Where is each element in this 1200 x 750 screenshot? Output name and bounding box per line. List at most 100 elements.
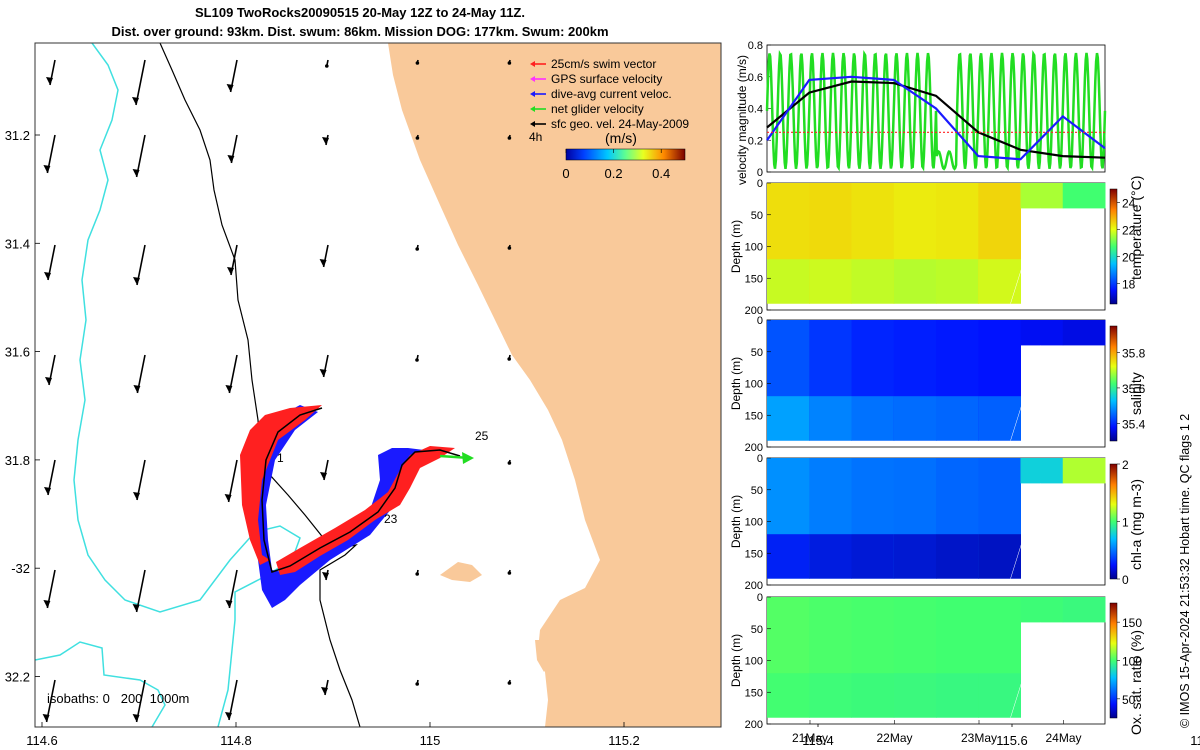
time-tick-label: 24May <box>1045 731 1081 745</box>
section-cell-deep <box>936 534 979 579</box>
current-arrow-head <box>227 155 235 163</box>
lat-tick-label: 31.4 <box>5 236 30 251</box>
section-cell-deep <box>893 534 937 579</box>
time-tick-label: 23May <box>961 731 997 745</box>
velocity-ytick-label: 0.6 <box>748 72 763 84</box>
isobath-1000m-b <box>35 641 166 727</box>
interval-label: 4h <box>529 130 542 144</box>
depth-tick-label: 0 <box>757 592 763 604</box>
colorbar-tick-label: 35.8 <box>1122 347 1146 361</box>
net-glider-velocity-head <box>462 452 474 464</box>
depth-tick-label: 150 <box>745 548 763 560</box>
current-arrow-head <box>133 385 141 393</box>
section-edge <box>1010 208 1041 304</box>
current-arrow-head <box>321 687 328 695</box>
track-label-23: 23 <box>384 512 398 526</box>
current-arrow-head <box>322 572 329 580</box>
map-frame <box>34 42 722 728</box>
section-cell-deep <box>893 259 937 304</box>
legend-swatch-head <box>530 61 535 67</box>
colorbar-tick-label: 35.6 <box>1122 382 1146 396</box>
current-arrow-head <box>133 492 140 500</box>
depth-tick-label: 50 <box>751 485 763 497</box>
current-arrow-head <box>132 604 140 612</box>
section-cell-deep <box>809 673 852 718</box>
depth-tick-label: 50 <box>751 210 763 222</box>
depth-tick-label: 100 <box>745 379 763 391</box>
colorbar-tick-label: 50 <box>1122 693 1136 707</box>
colorbar-tick-label: 0 <box>1122 573 1129 587</box>
current-arrow-head <box>415 247 420 251</box>
isobath-label: isobaths: 0 200 1000m <box>47 691 189 706</box>
legend-label: GPS surface velocity <box>551 72 662 86</box>
lon-tick-label: 115.2 <box>608 733 640 748</box>
depth-axis-label: Depth (m) <box>729 495 743 548</box>
velocity-ylabel: velocity magnitude (m/s) <box>735 54 749 185</box>
section-cell <box>1062 458 1106 484</box>
depth-tick-label: 200 <box>745 305 763 317</box>
current-arrow-head <box>507 461 512 465</box>
depth-tick-label: 100 <box>745 242 763 254</box>
section-cell-deep <box>978 534 1021 579</box>
legend-swatch-head <box>530 91 535 97</box>
section-cell <box>1020 458 1064 484</box>
island-land <box>440 562 482 582</box>
current-arrow-head <box>319 259 327 267</box>
legend-label: net glider velocity <box>551 102 644 116</box>
current-arrow-head <box>43 165 51 173</box>
section-cell-deep <box>978 396 1021 441</box>
colorbar-tick-label: 150 <box>1122 616 1142 630</box>
lat-tick-label: 32.2 <box>5 670 30 685</box>
time-axis: 21May 22May 23May 24May <box>792 720 1082 745</box>
current-arrow-head <box>43 600 51 608</box>
colorbar-tick-label: 35.4 <box>1122 417 1146 431</box>
section-cell <box>1020 597 1064 623</box>
section-cell-deep <box>851 534 895 579</box>
current-arrow-head <box>415 136 420 140</box>
current-arrow-head <box>322 137 329 145</box>
current-arrow-head <box>415 572 420 576</box>
current-arrow-head <box>225 385 233 393</box>
current-arrow-head <box>415 358 419 362</box>
section-cell-deep <box>767 396 810 441</box>
current-arrow-head <box>507 61 512 65</box>
current-arrow-head <box>44 272 51 280</box>
title-line-1: SL109 TwoRocks20090515 20-May 12Z to 24-… <box>195 5 525 20</box>
depth-tick-label: 50 <box>751 347 763 359</box>
glider-track-line <box>261 407 461 573</box>
section-cell-deep <box>978 259 1021 304</box>
current-arrow-head <box>46 77 53 85</box>
section-cell-deep <box>809 396 852 441</box>
lon-tick-label: 114.8 <box>220 733 252 748</box>
velocity-series-line <box>766 75 1106 161</box>
temperature-colorbar-label: temperature (°C) <box>1128 175 1144 280</box>
velocity-ytick-label: 0 <box>757 167 763 179</box>
section-cell-deep <box>936 396 979 441</box>
title-line-2: Dist. over ground: 93km. Dist. swum: 86k… <box>111 24 609 39</box>
legend-swatch-head <box>530 106 535 112</box>
section-cell-deep <box>893 673 937 718</box>
colorbar-title: (m/s) <box>605 130 637 146</box>
velocity-ytick-label: 0.4 <box>748 104 763 116</box>
current-arrow-head <box>225 712 232 720</box>
current-arrow-head <box>225 600 233 608</box>
current-arrow-head <box>507 571 512 575</box>
swim-vector-band <box>240 405 455 575</box>
section-cell-deep <box>978 673 1021 718</box>
legend-label: sfc geo. vel. 24-May-2009 <box>551 117 689 131</box>
velocity-magnitude-plot: 0 0.2 0.4 0.6 0.8 <box>748 40 1107 179</box>
current-arrow-head <box>132 169 140 177</box>
lat-tick-label: 31.2 <box>5 128 30 143</box>
colorbar-tick-label: 24 <box>1122 197 1136 211</box>
section-edge <box>1010 483 1041 579</box>
depth-tick-label: 200 <box>745 442 763 454</box>
current-arrow-head <box>507 681 512 685</box>
section-cell-deep <box>809 534 852 579</box>
credit-text: © IMOS 15-Apr-2024 21:53:32 Hobart time.… <box>1178 413 1192 728</box>
colorbar-tick-label: 20 <box>1122 251 1136 265</box>
lat-tick-label: 31.8 <box>5 453 30 468</box>
depth-tick-label: 100 <box>745 656 763 668</box>
